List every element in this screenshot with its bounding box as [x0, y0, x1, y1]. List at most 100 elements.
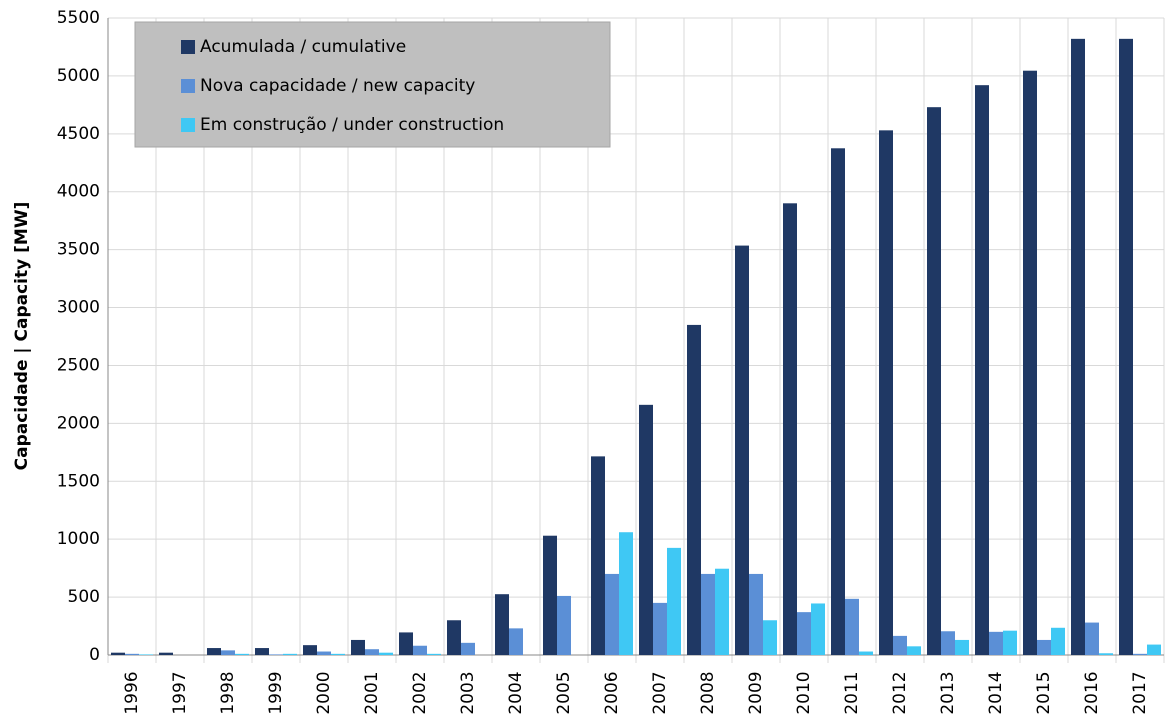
- bar: [701, 573, 715, 655]
- bar: [845, 598, 859, 655]
- bar: [543, 535, 557, 655]
- bar: [413, 645, 427, 655]
- y-tick-label: 1500: [57, 471, 100, 491]
- bar: [687, 324, 701, 655]
- x-tick-label: 2009: [746, 671, 766, 714]
- y-tick-label: 500: [68, 587, 100, 607]
- x-tick-label: 2010: [794, 671, 814, 714]
- x-tick-label: 2000: [314, 671, 334, 714]
- bar: [427, 653, 441, 655]
- x-tick-label: 2005: [554, 671, 574, 714]
- bar: [989, 631, 1003, 655]
- x-tick-label: 2015: [1034, 671, 1054, 714]
- bar: [379, 652, 393, 655]
- bar: [831, 148, 845, 655]
- bar: [447, 620, 461, 655]
- bar: [461, 642, 475, 655]
- bar: [1051, 627, 1065, 655]
- y-tick-label: 1000: [57, 529, 100, 549]
- bar: [317, 651, 331, 655]
- bar: [1119, 38, 1133, 655]
- bar: [1099, 653, 1113, 655]
- bar: [207, 648, 221, 655]
- y-axis-label: Capacidade | Capacity [MW]: [12, 202, 32, 471]
- bar: [667, 547, 681, 655]
- bar: [955, 639, 969, 655]
- x-tick-label: 2014: [986, 671, 1006, 714]
- bar: [399, 632, 413, 655]
- bar: [619, 532, 633, 655]
- bar: [159, 652, 173, 655]
- x-tick-label: 1998: [218, 671, 238, 714]
- bar: [749, 573, 763, 655]
- bar: [735, 245, 749, 655]
- bar: [653, 602, 667, 655]
- legend-box: [134, 21, 611, 148]
- y-tick-label: 3000: [57, 298, 100, 318]
- x-tick-label: 2002: [410, 671, 430, 714]
- bar: [303, 645, 317, 655]
- bar: [797, 612, 811, 655]
- bar: [715, 568, 729, 655]
- x-tick-label: 2012: [890, 671, 910, 714]
- bar: [639, 404, 653, 655]
- bar: [605, 573, 619, 655]
- bar: [1085, 622, 1099, 655]
- bar: [811, 603, 825, 655]
- bar: [1023, 70, 1037, 656]
- y-tick-label: 0: [89, 645, 100, 665]
- bar: [591, 456, 605, 655]
- x-tick-label: 2004: [506, 671, 526, 714]
- bar: [927, 107, 941, 656]
- bar: [879, 130, 893, 656]
- x-tick-label: 2008: [698, 671, 718, 714]
- x-tick-label: 1996: [122, 671, 142, 714]
- bar: [125, 653, 139, 655]
- x-tick-label: 2013: [938, 671, 958, 714]
- bar: [1147, 644, 1161, 655]
- x-tick-label: 2007: [650, 671, 670, 714]
- bar: [235, 653, 249, 655]
- bar: [783, 203, 797, 656]
- y-tick-label: 2000: [57, 413, 100, 433]
- legend-swatch: [181, 118, 195, 132]
- legend-swatch: [181, 79, 195, 93]
- bar: [139, 654, 153, 655]
- bar: [1133, 653, 1147, 655]
- legend-label: Acumulada / cumulative: [200, 37, 406, 57]
- bar: [351, 639, 365, 655]
- bar: [283, 653, 297, 655]
- legend-label: Em construção / under construction: [200, 115, 504, 135]
- bar: [893, 635, 907, 655]
- x-tick-label: 2006: [602, 671, 622, 714]
- legend-swatch: [181, 40, 195, 54]
- legend-label: Nova capacidade / new capacity: [200, 76, 475, 96]
- y-tick-label: 4500: [57, 124, 100, 144]
- x-tick-label: 1999: [266, 671, 286, 714]
- bar: [255, 648, 269, 655]
- y-tick-label: 4000: [57, 182, 100, 202]
- bar: [557, 595, 571, 655]
- bar: [221, 650, 235, 655]
- bar: [1071, 38, 1085, 655]
- x-tick-label: 2011: [842, 671, 862, 714]
- bar: [331, 653, 345, 655]
- legend: Acumulada / cumulative Nova capacidade / …: [134, 21, 611, 148]
- x-tick-label: 2016: [1082, 671, 1102, 714]
- bar: [859, 651, 873, 655]
- x-tick-label: 1997: [170, 671, 190, 714]
- bar: [941, 631, 955, 655]
- x-tick-label: 2003: [458, 671, 478, 714]
- x-tick-label: 2001: [362, 671, 382, 714]
- bar: [365, 649, 379, 655]
- bar: [1037, 639, 1051, 655]
- bar: [269, 654, 283, 655]
- y-tick-label: 5500: [57, 8, 100, 28]
- bar: [763, 620, 777, 655]
- bar: [495, 594, 509, 655]
- bar: [907, 646, 921, 655]
- y-tick-label: 5000: [57, 66, 100, 86]
- bar: [509, 628, 523, 655]
- y-tick-label: 2500: [57, 355, 100, 375]
